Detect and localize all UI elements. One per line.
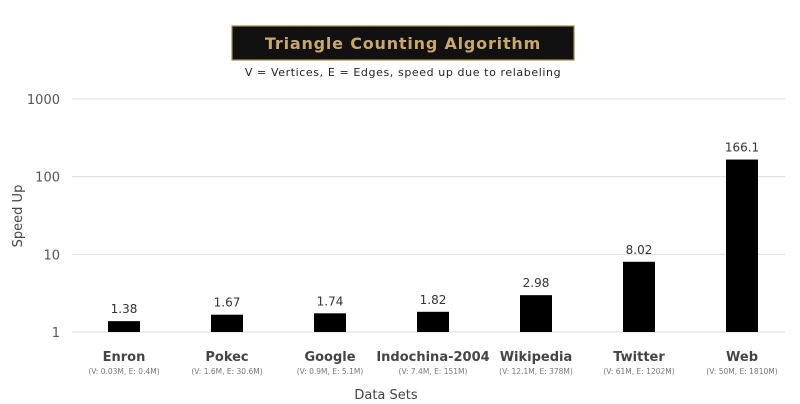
y-tick-label: 1 — [52, 326, 60, 341]
title-banner: Triangle Counting Algorithm — [231, 25, 575, 61]
bar-layer — [108, 159, 758, 332]
y-tick-label: 10 — [43, 248, 60, 263]
bar-value-label: 1.82 — [420, 293, 447, 307]
chart-title: Triangle Counting Algorithm — [265, 34, 541, 53]
category-detail: (V: 7.4M, E: 151M) — [399, 367, 468, 376]
category-label: Pokec — [205, 350, 248, 365]
category-detail: (V: 1.6M, E: 30.6M) — [191, 367, 262, 376]
bar — [108, 321, 140, 332]
bar — [520, 295, 552, 332]
category-label: Google — [304, 350, 355, 365]
bar — [623, 261, 655, 332]
category-label: Indochina-2004 — [376, 350, 489, 365]
y-axis-ticks: 1 10 100 1000 — [27, 93, 60, 341]
bar — [417, 311, 449, 332]
y-axis-label: Speed Up — [11, 185, 26, 248]
x-axis-label: Data Sets — [354, 388, 418, 403]
bar — [726, 159, 758, 332]
y-tick-label: 1000 — [27, 93, 60, 108]
category-label: Web — [726, 350, 758, 365]
category-detail: (V: 12.1M, E: 378M) — [499, 367, 573, 376]
bar-value-label: 1.67 — [214, 296, 241, 310]
y-tick-label: 100 — [35, 171, 60, 186]
category-label: Enron — [103, 350, 146, 365]
bar-value-label: 2.98 — [523, 276, 550, 290]
category-label: Twitter — [613, 350, 665, 365]
category-detail: (V: 50M, E: 1810M) — [706, 367, 777, 376]
value-labels: 1.38 1.67 1.74 1.82 2.98 8.02 166.1 — [111, 141, 760, 317]
category-label: Wikipedia — [500, 350, 573, 365]
category-labels: Enron (V: 0.03M, E: 0.4M) Pokec (V: 1.6M, E… — [88, 350, 777, 376]
bar — [211, 314, 243, 332]
chart-subtitle: V = Vertices, E = Edges, speed up due to… — [245, 66, 561, 79]
category-detail: (V: 61M, E: 1202M) — [603, 367, 674, 376]
category-detail: (V: 0.9M, E: 5.1M) — [297, 367, 364, 376]
bar-value-label: 1.74 — [317, 294, 344, 308]
bar — [314, 313, 346, 332]
title-background — [231, 25, 575, 61]
category-detail: (V: 0.03M, E: 0.4M) — [88, 367, 159, 376]
bar-value-label: 166.1 — [725, 141, 759, 155]
bar-value-label: 8.02 — [626, 243, 653, 257]
bar-value-label: 1.38 — [111, 302, 138, 316]
